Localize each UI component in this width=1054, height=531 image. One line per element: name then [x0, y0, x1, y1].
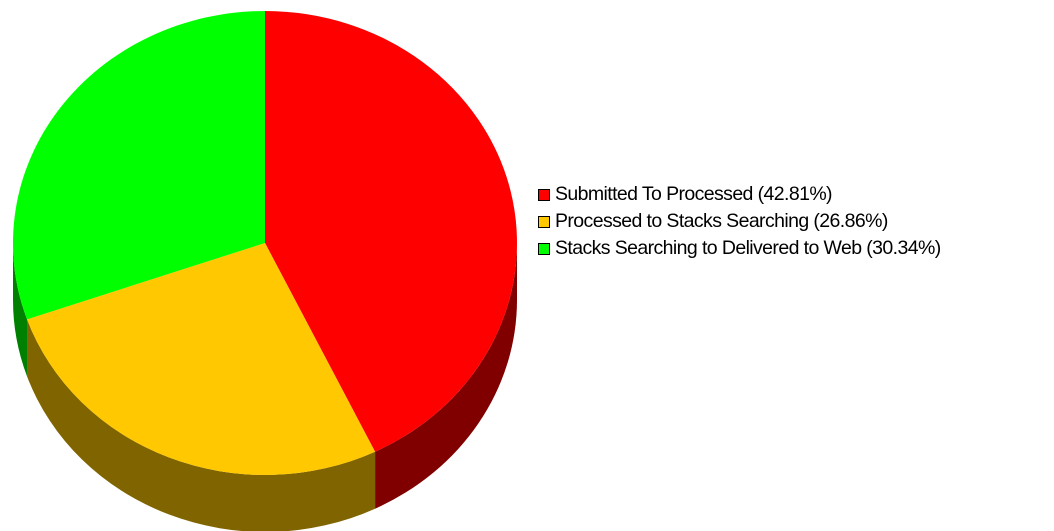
pie-side-submitted-to-processed	[375, 243, 518, 509]
pie-side-processed-to-stacks-searching	[27, 319, 376, 531]
legend-swatch-green	[538, 242, 550, 255]
legend-item-submitted-to-processed: Submitted To Processed (42.81%)	[538, 181, 941, 208]
legend-label: Processed to Stacks Searching (26.86%)	[555, 210, 888, 232]
pie-slice-submitted-to-processed	[265, 11, 518, 452]
pie-slices	[13, 11, 518, 475]
pie-side-walls	[13, 243, 518, 531]
legend-item-stacks-searching-to-delivered: Stacks Searching to Delivered to Web (30…	[538, 235, 941, 262]
legend-swatch-red	[538, 188, 550, 201]
legend-swatch-orange	[538, 215, 550, 228]
legend: Submitted To Processed (42.81%) Processe…	[538, 181, 941, 262]
pie-chart	[13, 11, 518, 531]
pie-side-stacks-searching-to-delivered	[13, 243, 28, 377]
legend-label: Submitted To Processed (42.81%)	[555, 183, 833, 205]
legend-item-processed-to-stacks-searching: Processed to Stacks Searching (26.86%)	[538, 208, 941, 235]
pie-slice-stacks-searching-to-delivered	[13, 11, 265, 320]
legend-label: Stacks Searching to Delivered to Web (30…	[555, 237, 941, 259]
pie-slice-processed-to-stacks-searching	[27, 243, 376, 475]
